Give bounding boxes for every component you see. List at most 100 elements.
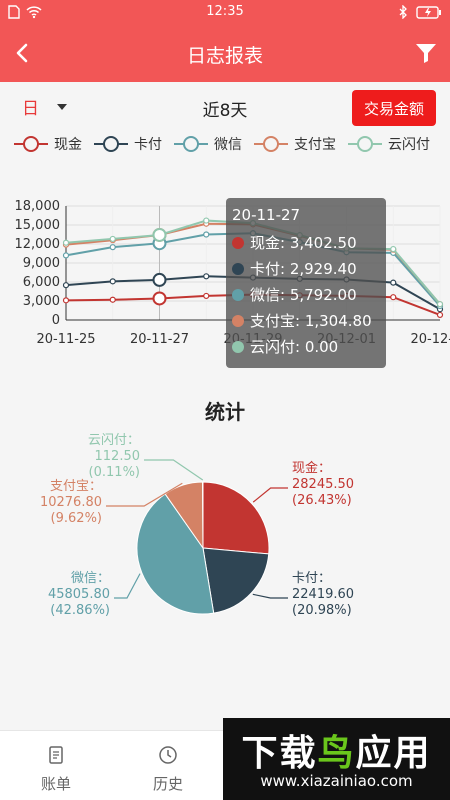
tooltip-row: 云闪付: 0.00 <box>232 336 338 357</box>
nav-label-bill: 账单 <box>40 775 71 793</box>
tooltip-bullet <box>232 314 244 327</box>
series-point[interactable] <box>152 272 167 287</box>
legend-label: 现金 <box>54 137 82 153</box>
tooltip-row: 卡付: 2,929.40 <box>232 258 357 279</box>
tooltip-value: 微信: 5,792.00 <box>250 286 357 304</box>
legend-item[interactable]: 微信 <box>174 134 242 154</box>
pie-label: 22419.60 <box>292 587 354 602</box>
series-point[interactable] <box>62 239 70 246</box>
tooltip-bullet <box>232 262 244 275</box>
wifi-icon <box>26 6 42 19</box>
legend-swatch <box>94 136 128 152</box>
series-point[interactable] <box>62 252 70 259</box>
legend-label: 卡付 <box>134 137 162 153</box>
nav-label-history: 历史 <box>152 775 183 793</box>
legend-swatch <box>348 136 382 152</box>
y-tick-label: 6,000 <box>23 275 60 290</box>
watermark-logo: 下载鸟应用 www.xiazainiao.com <box>223 718 450 800</box>
pie-label: 45805.80 <box>48 587 110 602</box>
series-point[interactable] <box>62 297 70 304</box>
pie-label-line <box>106 482 183 507</box>
series-point[interactable] <box>109 278 116 285</box>
y-tick-label: 15,000 <box>15 218 61 233</box>
legend-swatch <box>254 136 288 152</box>
watermark-text-1: 下载 <box>241 733 318 774</box>
series-point[interactable] <box>203 217 210 224</box>
pie-slice[interactable] <box>202 481 270 555</box>
legend-item[interactable]: 现金 <box>14 134 82 154</box>
tooltip-value: 卡付: 2,929.40 <box>250 260 357 278</box>
y-tick-label: 0 <box>52 313 60 328</box>
x-tick-label: 20-11-25 <box>36 332 95 347</box>
tooltip-bullet <box>232 340 244 353</box>
clock-icon <box>159 746 177 764</box>
tooltip-bullet <box>232 288 244 301</box>
series-point[interactable] <box>109 244 116 251</box>
chart-tooltip: 20-11-27 现金: 3,402.50 卡付: 2,929.40 微信: 5,7… <box>226 198 386 368</box>
series-point[interactable] <box>203 273 210 280</box>
pie-label: 支付宝： <box>50 479 102 494</box>
nav-item-bill[interactable]: 账单 <box>26 745 86 794</box>
legend-swatch <box>174 136 208 152</box>
series-point[interactable] <box>203 292 210 300</box>
tooltip-date: 20-11-27 <box>232 206 301 224</box>
pie-label: (26.43%) <box>292 493 352 508</box>
series-point[interactable] <box>436 301 444 308</box>
pie-label: 云闪付： <box>88 433 140 448</box>
series-point[interactable] <box>390 245 397 253</box>
tooltip-value: 现金: 3,402.50 <box>250 234 357 252</box>
series-point[interactable] <box>109 235 116 243</box>
battery-icon <box>416 5 441 19</box>
series-point[interactable] <box>390 294 397 301</box>
series-point[interactable] <box>152 291 167 306</box>
pie-label: 现金： <box>292 460 331 476</box>
series-point[interactable] <box>203 231 210 238</box>
tooltip-row: 支付宝: 1,304.80 <box>232 310 372 331</box>
pie-label: 28245.50 <box>292 477 354 492</box>
watermark-text-3: 应用 <box>355 733 432 774</box>
filter-icon[interactable] <box>414 41 438 65</box>
status-time: 12:35 <box>206 4 244 19</box>
x-tick-label: 20-12-03 <box>410 332 450 347</box>
chart-legend: 现金 卡付 微信 支付宝 云闪付 <box>14 134 430 154</box>
pie-slice[interactable] <box>202 547 270 614</box>
series-point[interactable] <box>109 296 116 303</box>
y-tick-label: 3,000 <box>23 294 60 309</box>
tooltip-value: 支付宝: 1,304.80 <box>250 312 372 330</box>
pie-chart: 现金：28245.50(26.43%) 卡付：22419.60(20.98%) 微信… <box>40 433 354 618</box>
pie-label-line <box>252 593 288 599</box>
tooltip-bullet <box>232 236 244 249</box>
series-point[interactable] <box>436 311 444 319</box>
tooltip-row: 微信: 5,792.00 <box>232 284 357 305</box>
nav-item-history[interactable]: 历史 <box>138 745 198 794</box>
period-dropdown-value: 日 <box>22 99 39 119</box>
legend-swatch <box>14 136 48 152</box>
pie-label-line <box>252 487 288 503</box>
pie-label: 112.50 <box>95 449 141 464</box>
back-arrow-icon[interactable] <box>10 40 36 66</box>
sim-icon <box>8 5 20 19</box>
legend-item[interactable]: 卡付 <box>94 134 162 154</box>
pie-label-line <box>114 573 141 599</box>
legend-item[interactable]: 支付宝 <box>254 134 336 154</box>
pie-label: (20.98%) <box>292 603 352 618</box>
x-tick-label: 20-11-27 <box>130 332 189 347</box>
watermark-brand: 下载鸟应用 <box>223 724 450 776</box>
pie-label: (42.86%) <box>50 603 110 618</box>
transaction-amount-button[interactable]: 交易金额 <box>352 90 436 126</box>
pie-slice[interactable] <box>136 493 215 615</box>
bill-icon <box>49 746 63 764</box>
tooltip-row: 现金: 3,402.50 <box>232 232 357 253</box>
y-tick-label: 18,000 <box>15 199 61 214</box>
tooltip-value: 云闪付: 0.00 <box>250 338 339 356</box>
stats-title: 统计 <box>205 400 245 424</box>
legend-item[interactable]: 云闪付 <box>348 134 430 154</box>
series-point[interactable] <box>152 227 167 242</box>
status-right-icons <box>398 5 442 19</box>
pie-label: 10276.80 <box>40 495 102 510</box>
series-point[interactable] <box>390 279 397 286</box>
filter-toolbar: 日 近8天 交易金额 <box>0 88 450 128</box>
period-dropdown[interactable]: 日 <box>22 94 67 119</box>
date-range-label: 近8天 <box>202 101 248 121</box>
series-point[interactable] <box>62 282 70 289</box>
